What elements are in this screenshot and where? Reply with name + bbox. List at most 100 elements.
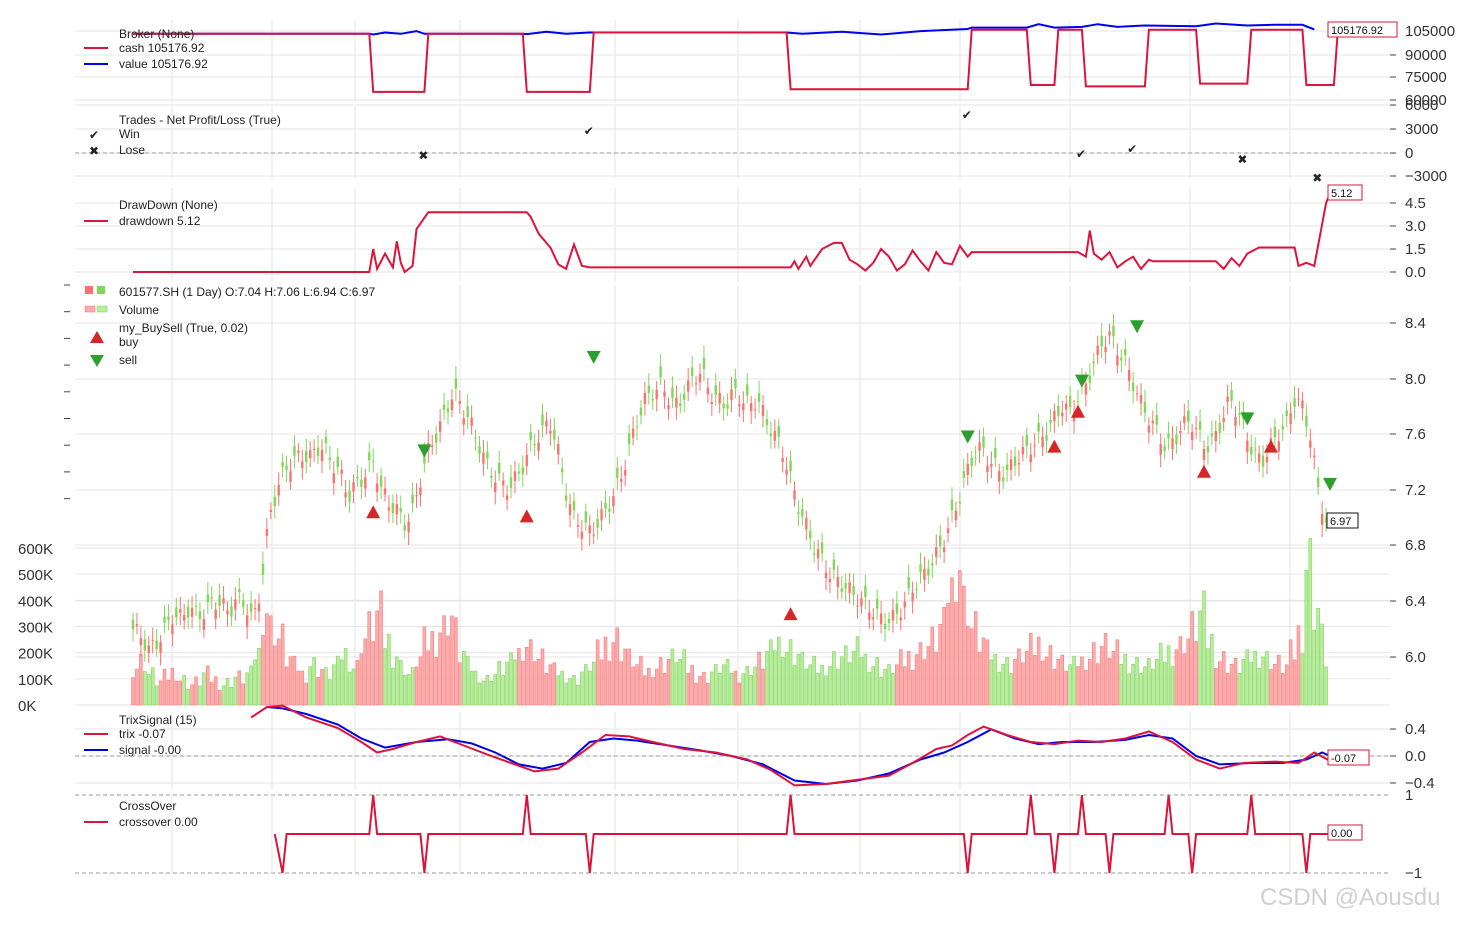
volume-tick-label: 100K bbox=[18, 672, 53, 689]
trades-grid bbox=[171, 105, 1291, 178]
drawdown-grid bbox=[171, 188, 1291, 282]
volume-bar bbox=[678, 659, 683, 706]
volume-bar bbox=[536, 658, 541, 706]
candle-body bbox=[820, 542, 824, 554]
candle-body bbox=[1112, 325, 1115, 337]
legend-candle-up bbox=[85, 286, 93, 294]
volume-tick-label: 300K bbox=[18, 620, 53, 637]
volume-bar bbox=[899, 649, 903, 706]
candle-body bbox=[1190, 431, 1194, 440]
volume-bar bbox=[454, 617, 458, 706]
candle-body bbox=[970, 457, 973, 467]
candle-body bbox=[462, 418, 465, 425]
volume-bar bbox=[777, 636, 781, 706]
candle-body bbox=[958, 501, 962, 504]
volume-bar bbox=[497, 661, 501, 706]
candle-body bbox=[623, 470, 627, 476]
volume-bar bbox=[528, 639, 533, 706]
volume-bar bbox=[249, 665, 253, 706]
trades-tick-label: 0 bbox=[1405, 145, 1413, 162]
volume-bar bbox=[737, 682, 742, 706]
candle-body bbox=[446, 408, 450, 413]
candle-body bbox=[1139, 395, 1143, 404]
volume-tick-label: 200K bbox=[18, 646, 53, 663]
candle-body bbox=[139, 638, 143, 646]
trades-tick-label: 3000 bbox=[1405, 121, 1438, 138]
candle-body bbox=[135, 624, 139, 626]
candle-body bbox=[1131, 382, 1135, 392]
sell-signal-marker bbox=[1074, 374, 1089, 388]
volume-bar bbox=[1206, 648, 1210, 706]
candle-body bbox=[273, 496, 276, 507]
trix-legend-signal: signal -0.00 bbox=[119, 743, 181, 757]
candle-body bbox=[1057, 405, 1060, 417]
candle-body bbox=[186, 606, 190, 618]
candle-body bbox=[1064, 403, 1068, 410]
volume-bar bbox=[1186, 638, 1190, 706]
candle-body bbox=[1037, 422, 1040, 432]
candle-body bbox=[942, 547, 946, 552]
volume-bar bbox=[328, 679, 332, 706]
volume-bar bbox=[828, 666, 832, 706]
legend-volume-down bbox=[96, 305, 108, 313]
candle-body bbox=[179, 609, 182, 613]
volume-bar bbox=[1155, 659, 1159, 706]
candle-body bbox=[147, 645, 150, 654]
candle-body bbox=[1234, 416, 1237, 426]
volume-bar bbox=[166, 679, 171, 706]
volume-bar bbox=[926, 646, 931, 706]
candle-body bbox=[1194, 427, 1198, 429]
volume-bar bbox=[993, 653, 998, 706]
candle-body bbox=[1316, 477, 1320, 487]
volume-bar bbox=[871, 666, 875, 706]
volume-bar bbox=[1095, 663, 1100, 706]
candle-body bbox=[1017, 462, 1021, 465]
volume-bar bbox=[458, 662, 462, 706]
candle-body bbox=[887, 619, 891, 624]
volume-bar bbox=[1068, 664, 1072, 706]
volume-bar bbox=[450, 615, 454, 706]
volume-bar bbox=[1084, 669, 1088, 706]
candle-body bbox=[990, 463, 993, 467]
candle-body bbox=[1222, 418, 1225, 422]
price-last-value-box bbox=[1326, 512, 1359, 529]
candle-body bbox=[1281, 426, 1284, 430]
candle-body bbox=[501, 480, 505, 486]
candle-body bbox=[171, 624, 174, 635]
candle-body bbox=[245, 615, 249, 627]
candle-body bbox=[655, 389, 658, 400]
candle-body bbox=[769, 433, 773, 437]
volume-bar bbox=[836, 669, 840, 706]
volume-bar bbox=[717, 672, 722, 706]
candle-body bbox=[686, 380, 690, 392]
candle-body bbox=[994, 448, 997, 459]
volume-bar bbox=[355, 660, 360, 706]
price-tick-label: 7.2 bbox=[1405, 482, 1426, 499]
candle-body bbox=[1226, 396, 1229, 402]
volume-bar bbox=[402, 675, 407, 706]
volume-bar bbox=[714, 664, 718, 706]
candle-body bbox=[749, 403, 753, 412]
volume-bar bbox=[233, 676, 238, 706]
volume-bar bbox=[469, 670, 474, 706]
candle-body bbox=[710, 402, 714, 405]
buy-signal-marker bbox=[1197, 464, 1211, 478]
broker-last-value-box bbox=[1327, 21, 1398, 38]
candle-body bbox=[1025, 434, 1029, 447]
volume-bar bbox=[1135, 657, 1139, 706]
candle-body bbox=[261, 563, 265, 575]
volume-bar bbox=[339, 659, 344, 706]
buy-signal-marker bbox=[366, 505, 381, 519]
volume-bar bbox=[363, 638, 368, 706]
candle-body bbox=[210, 597, 213, 599]
candle-body bbox=[1108, 331, 1111, 336]
broker-legend-cash: cash 105176.92 bbox=[119, 41, 205, 55]
candle-body bbox=[911, 592, 914, 602]
candle-body bbox=[403, 525, 406, 531]
volume-bar bbox=[1292, 659, 1297, 706]
volume-bar bbox=[812, 655, 816, 706]
volume-bar bbox=[1265, 651, 1269, 706]
candle-body bbox=[1013, 456, 1017, 466]
broker-legend-value: value 105176.92 bbox=[119, 57, 208, 71]
candle-body bbox=[1202, 448, 1206, 460]
